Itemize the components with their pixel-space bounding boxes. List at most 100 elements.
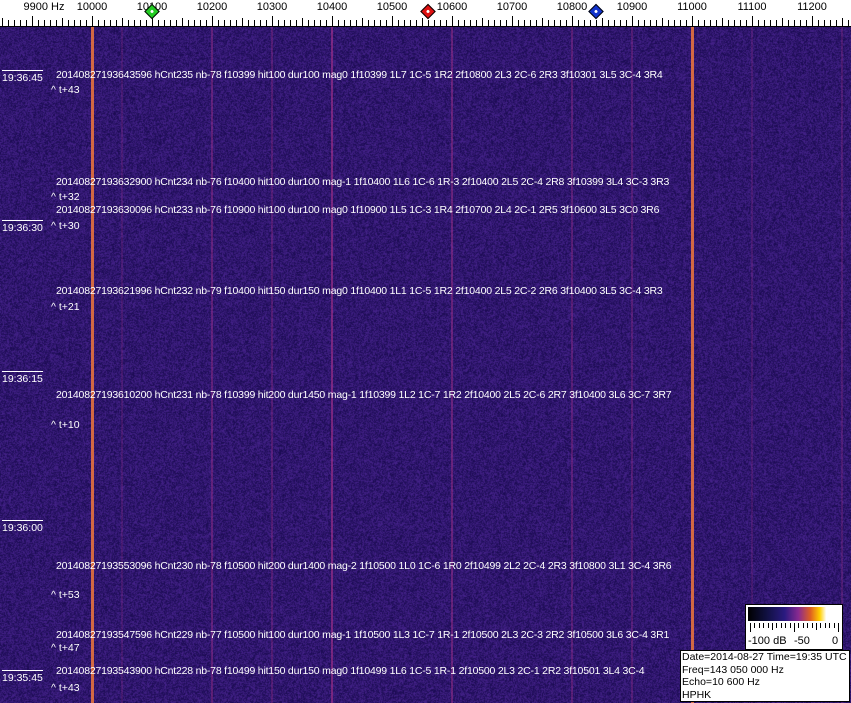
carrier-line (211, 27, 213, 703)
axis-tick (470, 20, 471, 26)
colorbar-tick (794, 623, 795, 632)
carrier-line (631, 27, 633, 703)
axis-tick (272, 16, 273, 26)
colorbar-tick (807, 623, 808, 628)
time-offset-label: ^ t+53 (51, 589, 80, 601)
axis-tick (824, 20, 825, 26)
time-offset-label: ^ t+32 (51, 191, 80, 203)
detection-label: 20140827193553096 hCnt230 nb-78 f10500 h… (56, 560, 671, 572)
axis-tick (32, 16, 33, 26)
colorbar-tick (825, 623, 826, 628)
axis-tick (644, 20, 645, 26)
colorbar-label: -50 (794, 635, 810, 647)
axis-tick (374, 20, 375, 26)
axis-tick (212, 16, 213, 26)
axis-tick (344, 20, 345, 26)
colorbar-tick (781, 623, 782, 628)
axis-tick (638, 20, 639, 26)
info-freq: Freq=143 050 000 Hz (682, 664, 849, 677)
axis-tick (728, 20, 729, 26)
axis-tick (44, 20, 45, 26)
axis-tick (158, 20, 159, 26)
axis-tick (788, 20, 789, 26)
detection-label: 20140827193643596 hCnt235 nb-78 f10399 h… (56, 69, 663, 81)
axis-tick (104, 20, 105, 26)
time-offset-label: ^ t+30 (51, 220, 80, 232)
axis-tick (572, 16, 573, 26)
axis-tick (506, 20, 507, 26)
waterfall-spectrogram: 20140827193643596 hCnt235 nb-78 f10399 h… (0, 27, 851, 703)
colorbar-tick (776, 623, 777, 628)
axis-tick (446, 20, 447, 26)
axis-tick-label: 11100 (738, 1, 767, 13)
axis-tick (536, 20, 537, 26)
axis-tick (740, 20, 741, 26)
axis-tick (596, 20, 597, 26)
axis-tick (50, 20, 51, 26)
axis-tick (176, 20, 177, 26)
axis-tick-label: 10700 (497, 1, 528, 13)
axis-tick (758, 20, 759, 26)
axis-tick (518, 20, 519, 26)
axis-tick (2, 18, 3, 26)
axis-tick (362, 18, 363, 26)
colorbar-tick (803, 623, 804, 628)
info-box: Date=2014-08-27 Time=19:35 UTC Freq=143 … (680, 650, 850, 702)
axis-tick (128, 20, 129, 26)
blue-frequency-marker[interactable] (588, 4, 604, 20)
axis-tick (680, 20, 681, 26)
axis-tick (602, 18, 603, 26)
time-offset-label: ^ t+47 (51, 642, 80, 654)
carrier-line (841, 27, 843, 703)
axis-tick (278, 20, 279, 26)
axis-tick (848, 20, 849, 26)
axis-tick (86, 20, 87, 26)
axis-tick (692, 16, 693, 26)
axis-tick (140, 20, 141, 26)
axis-tick (842, 18, 843, 26)
info-echo: Echo=10 600 Hz (682, 676, 849, 689)
axis-tick (410, 20, 411, 26)
axis-tick (242, 18, 243, 26)
colorbar-tick (812, 623, 813, 628)
colorbar-tick (768, 623, 769, 628)
axis-tick (164, 20, 165, 26)
axis-tick (380, 20, 381, 26)
red-frequency-marker[interactable] (420, 4, 436, 20)
colorbar-tick (798, 623, 799, 628)
axis-tick (368, 20, 369, 26)
axis-tick (14, 20, 15, 26)
axis-tick (794, 20, 795, 26)
colorbar-tick (816, 623, 817, 630)
axis-tick (440, 20, 441, 26)
axis-tick (122, 18, 123, 26)
detection-label: 20140827193543900 hCnt228 nb-78 f10499 h… (56, 665, 644, 677)
colorbar-tick (838, 623, 839, 632)
axis-tick (332, 16, 333, 26)
axis-tick-label: 10000 (77, 1, 108, 13)
axis-tick (248, 20, 249, 26)
axis-tick (776, 20, 777, 26)
carrier-line (751, 27, 753, 703)
axis-tick (206, 20, 207, 26)
carrier-line (571, 27, 573, 703)
axis-tick (452, 16, 453, 26)
axis-tick-label: 11200 (797, 1, 827, 13)
axis-tick-label: 9900 Hz (24, 1, 65, 13)
axis-tick (752, 16, 753, 26)
axis-tick (458, 20, 459, 26)
colorbar-tick (785, 623, 786, 628)
axis-tick (350, 20, 351, 26)
axis-tick (542, 18, 543, 26)
axis-tick (716, 20, 717, 26)
time-offset-label: ^ t+43 (51, 84, 80, 96)
info-station: HPHK (682, 689, 849, 702)
axis-tick-label: 10900 (617, 1, 648, 13)
axis-tick (356, 20, 357, 26)
axis-tick (668, 20, 669, 26)
axis-tick (476, 20, 477, 26)
axis-tick (98, 20, 99, 26)
colorbar-tick (829, 623, 830, 628)
carrier-line (121, 27, 123, 703)
axis-tick (182, 18, 183, 26)
